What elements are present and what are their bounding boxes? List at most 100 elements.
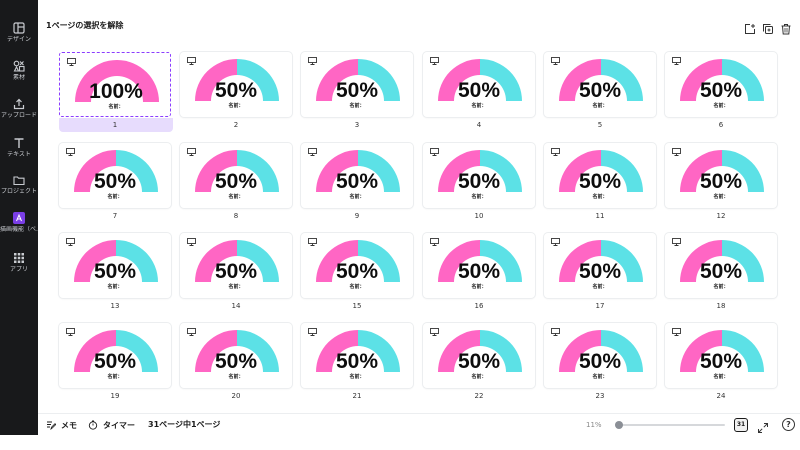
gauge-percent: 50% xyxy=(93,260,137,283)
page-thumbnail[interactable]: 50% 名前： 17 xyxy=(544,222,656,312)
name-label: 名前： xyxy=(713,103,729,109)
page-thumbnail[interactable]: 50% 名前： 7 xyxy=(59,132,171,222)
page-card[interactable]: 50% 名前： xyxy=(423,233,535,298)
gauge-remaining-arc xyxy=(237,240,279,282)
notes-button[interactable]: メモ xyxy=(46,419,77,431)
gauge-percent: 50% xyxy=(578,170,622,193)
gauge-chart xyxy=(195,330,279,372)
grid-view-button[interactable]: 31 xyxy=(734,418,748,432)
page-thumbnail[interactable]: 50% 名前： 18 xyxy=(665,222,777,312)
page-card[interactable]: 50% 名前： xyxy=(59,323,171,388)
page-card[interactable]: 50% 名前： xyxy=(301,233,413,298)
sidebar-item-apps[interactable]: アプリ xyxy=(0,252,38,274)
timer-icon xyxy=(88,420,98,430)
sidebar-item-projects[interactable]: プロジェクト xyxy=(0,174,38,196)
gauge-remaining-arc xyxy=(480,59,522,101)
page-card[interactable]: 50% 名前： xyxy=(301,323,413,388)
page-card[interactable]: 50% 名前： xyxy=(180,52,292,117)
page-card[interactable]: 50% 名前： xyxy=(544,52,656,117)
page-card[interactable]: 50% 名前： xyxy=(180,323,292,388)
page-thumbnail[interactable]: 50% 名前： 14 xyxy=(180,222,292,312)
page-thumbnail[interactable]: 50% 名前： 2 xyxy=(180,41,292,131)
gauge-percent: 50% xyxy=(93,170,137,193)
name-label: 名前： xyxy=(471,284,487,290)
presenter-icon xyxy=(672,328,681,336)
page-card[interactable]: 50% 名前： xyxy=(180,233,292,298)
page-thumbnail[interactable]: 50% 名前： 10 xyxy=(423,132,535,222)
gauge-remaining-arc xyxy=(480,330,522,372)
page-card[interactable]: 50% 名前： xyxy=(423,52,535,117)
sidebar-item-elements[interactable]: 素材 xyxy=(0,60,38,82)
gauge-filled-arc xyxy=(316,240,358,282)
presenter-icon xyxy=(430,238,439,246)
page-card[interactable]: 50% 名前： xyxy=(180,143,292,208)
gauge-percent: 50% xyxy=(578,79,622,102)
page-card[interactable]: 50% 名前： xyxy=(59,143,171,208)
page-thumbnail[interactable]: 50% 名前： 15 xyxy=(301,222,413,312)
page-thumbnail[interactable]: 100% 名前： 1 xyxy=(59,41,173,132)
page-card[interactable]: 50% 名前： xyxy=(665,143,777,208)
page-card[interactable]: 50% 名前： xyxy=(423,143,535,208)
sidebar-item-draw-app[interactable]: 描画機能（ベ... xyxy=(0,212,38,234)
gauge-percent: 50% xyxy=(93,350,137,373)
page-thumbnail[interactable]: 50% 名前： 21 xyxy=(301,312,413,402)
gauge-percent: 50% xyxy=(214,170,258,193)
gauge-remaining-arc xyxy=(601,59,643,101)
deselect-page-button[interactable]: 1ページの選択を解除 xyxy=(46,21,124,30)
page-thumbnail[interactable]: 50% 名前： 8 xyxy=(180,132,292,222)
page-thumbnail[interactable]: 50% 名前： 13 xyxy=(59,222,171,312)
page-card[interactable]: 100% 名前： xyxy=(59,52,171,117)
gauge-filled-arc xyxy=(74,150,116,192)
timer-button[interactable]: タイマー xyxy=(88,419,135,431)
page-thumbnail[interactable]: 50% 名前： 6 xyxy=(665,41,777,131)
page-card[interactable]: 50% 名前： xyxy=(423,323,535,388)
sidebar-item-design[interactable]: デザイン xyxy=(0,22,38,44)
page-thumbnail[interactable]: 50% 名前： 24 xyxy=(665,312,777,402)
name-label: 名前： xyxy=(107,284,123,290)
page-thumbnail[interactable]: 50% 名前： 23 xyxy=(544,312,656,402)
gauge-chart xyxy=(559,330,643,372)
page-number: 3 xyxy=(354,121,360,129)
presenter-icon xyxy=(551,57,560,65)
page-thumbnail[interactable]: 50% 名前： 5 xyxy=(544,41,656,131)
presenter-icon xyxy=(308,238,317,246)
add-page-icon[interactable] xyxy=(744,20,756,34)
duplicate-page-icon[interactable] xyxy=(762,20,774,34)
page-thumbnail[interactable]: 50% 名前： 16 xyxy=(423,222,535,312)
page-thumbnail[interactable]: 50% 名前： 19 xyxy=(59,312,171,402)
upload-icon xyxy=(0,98,38,112)
page-card[interactable]: 50% 名前： xyxy=(544,233,656,298)
sidebar-item-text[interactable]: テキスト xyxy=(0,137,38,159)
page-thumbnail[interactable]: 50% 名前： 9 xyxy=(301,132,413,222)
gauge-percent: 50% xyxy=(335,350,379,373)
name-label: 名前： xyxy=(228,374,244,380)
page-thumbnail[interactable]: 50% 名前： 12 xyxy=(665,132,777,222)
name-label: 名前： xyxy=(471,374,487,380)
page-thumbnail[interactable]: 50% 名前： 22 xyxy=(423,312,535,402)
fullscreen-icon[interactable] xyxy=(757,419,769,433)
page-card[interactable]: 50% 名前： xyxy=(301,143,413,208)
gauge-remaining-arc xyxy=(237,330,279,372)
help-button[interactable]: ? xyxy=(782,418,795,431)
page-thumbnail[interactable]: 50% 名前： 20 xyxy=(180,312,292,402)
page-card[interactable]: 50% 名前： xyxy=(544,323,656,388)
page-thumbnail[interactable]: 50% 名前： 11 xyxy=(544,132,656,222)
page-card[interactable]: 50% 名前： xyxy=(665,52,777,117)
zoom-slider[interactable] xyxy=(615,421,725,429)
page-card[interactable]: 50% 名前： xyxy=(544,143,656,208)
gauge-remaining-arc xyxy=(237,59,279,101)
page-card[interactable]: 50% 名前： xyxy=(665,323,777,388)
page-thumbnail[interactable]: 50% 名前： 4 xyxy=(423,41,535,131)
page-thumbnail[interactable]: 50% 名前： 3 xyxy=(301,41,413,131)
zoom-slider-handle[interactable] xyxy=(615,421,623,429)
shapes-icon xyxy=(0,60,38,74)
gauge-filled-arc xyxy=(438,59,480,101)
page-card[interactable]: 50% 名前： xyxy=(59,233,171,298)
sidebar-item-uploads[interactable]: アップロード xyxy=(0,98,38,120)
delete-page-icon[interactable] xyxy=(780,20,792,35)
gauge-chart xyxy=(438,240,522,282)
page-card[interactable]: 50% 名前： xyxy=(665,233,777,298)
layout-icon xyxy=(0,22,38,36)
page-card[interactable]: 50% 名前： xyxy=(301,52,413,117)
name-label: 名前： xyxy=(713,374,729,380)
